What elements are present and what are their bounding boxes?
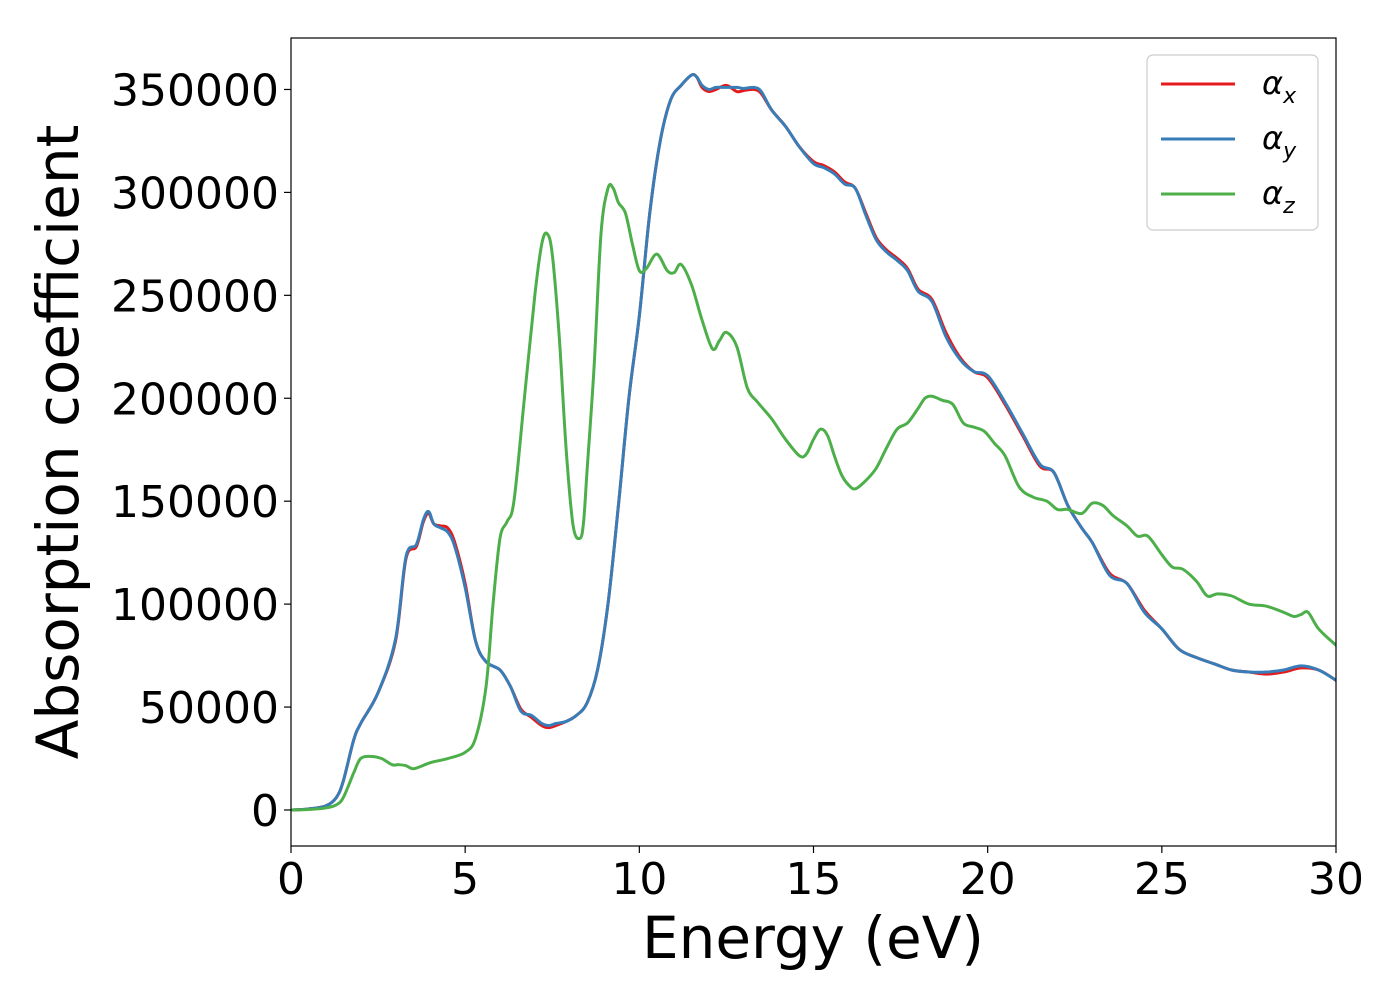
legend-label-z: αz bbox=[1262, 174, 1295, 219]
series-layer bbox=[291, 73, 1336, 812]
y-tick-label: 150000 bbox=[111, 477, 279, 528]
legend-box bbox=[1146, 54, 1319, 231]
x-tick-label: 5 bbox=[451, 854, 479, 905]
legend: αx αy αz bbox=[1146, 54, 1319, 231]
x-tick-label: 10 bbox=[611, 854, 667, 905]
y-tick-label: 50000 bbox=[139, 683, 279, 734]
x-tick-label: 0 bbox=[277, 854, 305, 905]
y-tick-label: 300000 bbox=[111, 168, 279, 219]
x-axis-title: Energy (eV) bbox=[642, 904, 984, 972]
x-tick-label: 30 bbox=[1308, 854, 1364, 905]
y-tick-label: 250000 bbox=[111, 271, 279, 322]
y-axis: 0 50000 100000 150000 200000 250000 300000 3500… bbox=[111, 65, 291, 837]
x-tick-label: 20 bbox=[960, 854, 1016, 905]
legend-label-y: αy bbox=[1262, 119, 1297, 164]
legend-label-x: αx bbox=[1262, 64, 1297, 109]
y-tick-label: 350000 bbox=[111, 65, 279, 116]
y-axis-title: Absorption coefficient bbox=[24, 125, 92, 760]
x-tick-label: 15 bbox=[786, 854, 842, 905]
x-axis: 0 5 10 15 20 25 30 bbox=[277, 846, 1364, 905]
series-line-z bbox=[291, 182, 1336, 812]
x-tick-label: 25 bbox=[1134, 854, 1190, 905]
y-tick-label: 200000 bbox=[111, 374, 279, 425]
y-tick-label: 100000 bbox=[111, 580, 279, 631]
series-line-y bbox=[291, 73, 1336, 812]
y-tick-label: 0 bbox=[251, 786, 279, 837]
